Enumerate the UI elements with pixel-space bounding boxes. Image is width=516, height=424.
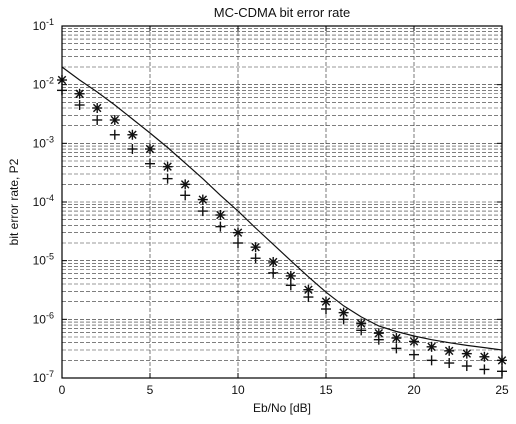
plus-point [373,334,384,345]
plus-point [250,253,261,264]
plus-point [92,114,103,125]
plus-point [145,158,155,169]
asterisk-point [109,114,120,125]
y-axis-label: bit error rate, P2 [7,158,21,245]
asterisk-point [145,144,155,155]
asterisk-point [426,341,437,352]
asterisk-point [233,227,243,238]
plus-point [127,144,138,155]
plus-point [321,304,331,315]
x-tick-label: 15 [319,383,333,397]
y-tick-label: 10-4 [33,193,54,209]
asterisk-point [250,242,261,253]
plus-point [479,364,490,375]
plus-point [409,349,419,360]
series-layer [57,66,507,377]
asterisk-point [409,336,419,347]
plus-point [285,280,296,291]
x-tick-label: 5 [147,383,154,397]
plus-point [356,325,367,336]
plus-point [391,343,402,354]
series-2 [57,75,507,366]
plus-point [162,173,173,184]
plus-point [215,221,226,232]
x-tick-label: 0 [59,383,66,397]
plus-point [180,190,191,201]
plus-point [197,206,208,217]
x-tick-label: 20 [407,383,421,397]
asterisk-point [391,333,402,344]
y-tick-label: 10-6 [33,310,54,326]
plus-point [233,238,243,249]
plus-point [303,292,314,303]
axis-ticks: 0 5 10 15 20 25 10-1 10-2 10-3 10-4 10-5 10-6 10-7 [33,17,509,397]
series-line [61,66,503,351]
plus-point [444,358,455,369]
asterisk-point [215,210,226,221]
series-1 [61,66,503,351]
x-axis-label: Eb/No [dB] [253,401,311,415]
asterisk-point [268,256,279,267]
asterisk-point [74,88,85,99]
y-tick-label: 10-2 [33,76,54,92]
asterisk-point [197,194,208,205]
asterisk-point [180,179,191,190]
asterisk-point [92,103,103,114]
asterisk-point [461,348,472,359]
x-tick-label: 10 [231,383,245,397]
y-tick-label: 10-1 [33,17,54,33]
asterisk-point [479,351,490,362]
asterisk-point [127,129,138,140]
chart-title: MC-CDMA bit error rate [214,5,351,20]
plus-point [268,267,279,278]
plus-point [109,129,120,140]
asterisk-point [162,161,173,172]
plus-point [461,361,472,372]
y-tick-label: 10-5 [33,252,54,268]
asterisk-point [285,270,296,281]
y-tick-label: 10-7 [33,369,54,385]
plus-point [338,314,349,325]
y-tick-label: 10-3 [33,134,54,150]
plus-point [74,100,85,111]
x-tick-label: 25 [495,383,509,397]
asterisk-point [444,345,455,356]
plus-point [426,355,437,366]
